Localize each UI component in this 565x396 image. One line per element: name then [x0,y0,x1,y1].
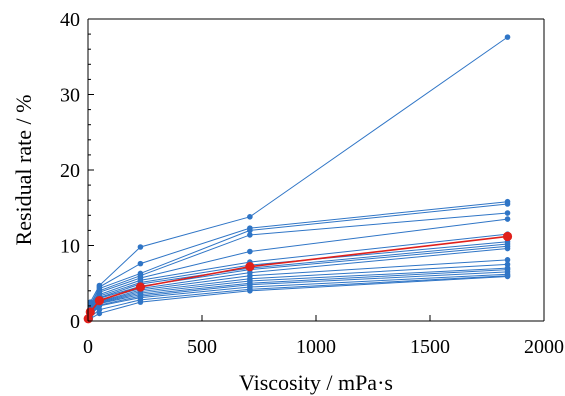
y-tick-label: 0 [70,311,80,333]
series-line [87,259,508,319]
data-point [137,244,144,250]
data-series [85,216,511,322]
data-point [135,282,146,292]
data-point [247,248,253,255]
data-point [504,201,511,207]
data-point [247,214,253,220]
data-point [137,260,144,267]
plot-area [83,34,513,324]
x-tick-label: 1500 [410,336,450,358]
data-point [504,273,511,280]
data-point [504,34,511,40]
ticks: 0 10 20 30 40 0 500 1000 1500 2000 [60,9,564,358]
x-tick-label: 2000 [524,336,564,358]
series-line [87,212,508,319]
data-point [247,227,253,234]
y-tick-label: 30 [60,85,80,107]
data-series [85,261,511,322]
x-axis-title: Viscosity / mPa·s [239,370,393,395]
data-point [85,307,95,317]
x-tick-label: 1000 [296,336,336,358]
data-point [96,310,103,317]
data-point [247,288,253,294]
y-axis-title: Residual rate / % [11,95,36,246]
data-point [245,262,255,272]
y-tick-label: 10 [60,236,80,258]
series-line [87,243,508,319]
y-tick-label: 40 [60,9,80,31]
data-point [502,231,513,242]
data-point [504,245,511,252]
data-point [504,216,511,222]
data-point [504,210,511,216]
x-tick-label: 0 [83,336,93,358]
data-point [137,299,144,305]
series-line [87,248,508,319]
y-tick-label: 20 [60,160,80,182]
x-tick-label: 500 [187,336,217,358]
data-point [94,296,104,306]
data-point [504,257,511,263]
data-point [247,232,253,238]
data-series [85,257,511,322]
